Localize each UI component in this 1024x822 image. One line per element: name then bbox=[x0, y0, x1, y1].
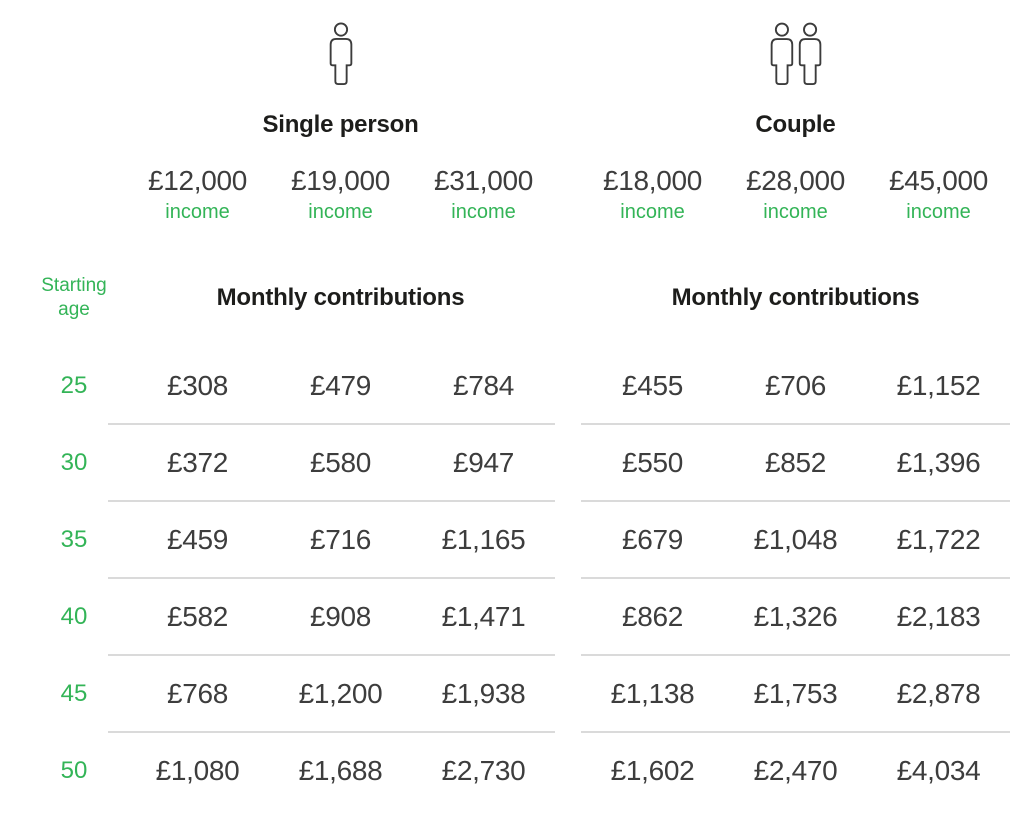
divider-line bbox=[581, 731, 1010, 733]
income-amount: £31,000 bbox=[433, 165, 534, 196]
income-label: income bbox=[165, 201, 230, 223]
couple-icon bbox=[581, 22, 1010, 86]
contribution-value: £1,938 bbox=[441, 677, 526, 709]
income-label: income bbox=[906, 201, 971, 223]
starting-age-value: 25 bbox=[60, 371, 88, 399]
contribution-value: £459 bbox=[166, 523, 229, 555]
group-titles-row: Single person Couple bbox=[22, 86, 1024, 164]
divider-line bbox=[108, 731, 555, 733]
contribution-value: £1,602 bbox=[610, 754, 695, 786]
divider-line bbox=[108, 577, 555, 579]
contribution-value: £372 bbox=[166, 446, 229, 478]
table-row: 35 £459 £716 £1,165 £679 £1,048 £1,722 bbox=[22, 502, 1024, 577]
income-header: £18,000 income bbox=[581, 164, 724, 248]
contribution-value: £862 bbox=[621, 600, 684, 632]
row-divider bbox=[22, 731, 1024, 733]
contribution-value: £1,753 bbox=[753, 677, 838, 709]
contribution-value: £947 bbox=[452, 446, 515, 478]
table-row: 40 £582 £908 £1,471 £862 £1,326 £2,183 bbox=[22, 579, 1024, 654]
income-amount: £28,000 bbox=[745, 165, 846, 196]
contribution-value: £2,183 bbox=[896, 600, 981, 632]
contribution-value: £679 bbox=[621, 523, 684, 555]
contribution-value: £1,396 bbox=[896, 446, 981, 478]
starting-age-value: 45 bbox=[60, 679, 88, 707]
contribution-value: £1,152 bbox=[896, 369, 981, 401]
single-person-title: Single person bbox=[262, 111, 419, 138]
income-label: income bbox=[308, 201, 373, 223]
contribution-value: £308 bbox=[166, 369, 229, 401]
divider-line bbox=[108, 654, 555, 656]
income-header: £31,000 income bbox=[412, 164, 555, 248]
contribution-value: £768 bbox=[166, 677, 229, 709]
contribution-value: £1,165 bbox=[441, 523, 526, 555]
contribution-value: £2,470 bbox=[753, 754, 838, 786]
divider-line bbox=[581, 423, 1010, 425]
table-row: 45 £768 £1,200 £1,938 £1,138 £1,753 £2,8… bbox=[22, 656, 1024, 731]
contribution-value: £582 bbox=[166, 600, 229, 632]
starting-age-header: Starting age bbox=[41, 275, 107, 320]
divider-line bbox=[581, 500, 1010, 502]
starting-age-value: 50 bbox=[60, 756, 88, 784]
contributions-header-row: Starting age Monthly contributions Month… bbox=[22, 248, 1024, 348]
row-divider bbox=[22, 577, 1024, 579]
income-header: £45,000 income bbox=[867, 164, 1010, 248]
income-header: £28,000 income bbox=[724, 164, 867, 248]
income-amount: £19,000 bbox=[290, 165, 391, 196]
contribution-value: £1,688 bbox=[298, 754, 383, 786]
divider-line bbox=[581, 654, 1010, 656]
contribution-value: £1,048 bbox=[753, 523, 838, 555]
starting-age-value: 40 bbox=[60, 602, 88, 630]
contribution-value: £908 bbox=[309, 600, 372, 632]
divider-line bbox=[108, 500, 555, 502]
contribution-value: £580 bbox=[309, 446, 372, 478]
table-row: 25 £308 £479 £784 £455 £706 £1,152 bbox=[22, 348, 1024, 423]
income-label: income bbox=[620, 201, 685, 223]
table-row: 30 £372 £580 £947 £550 £852 £1,396 bbox=[22, 425, 1024, 500]
row-divider bbox=[22, 500, 1024, 502]
starting-age-value: 35 bbox=[60, 525, 88, 553]
contribution-value: £1,326 bbox=[753, 600, 838, 632]
contribution-value: £479 bbox=[309, 369, 372, 401]
contribution-value: £716 bbox=[309, 523, 372, 555]
contribution-value: £1,138 bbox=[610, 677, 695, 709]
contribution-value: £706 bbox=[764, 369, 827, 401]
income-amount: £45,000 bbox=[888, 165, 989, 196]
row-divider bbox=[22, 423, 1024, 425]
income-label: income bbox=[451, 201, 516, 223]
divider-line bbox=[108, 423, 555, 425]
contribution-value: £784 bbox=[452, 369, 515, 401]
contribution-value: £2,878 bbox=[896, 677, 981, 709]
income-label: income bbox=[763, 201, 828, 223]
single-person-icon bbox=[126, 22, 555, 86]
contribution-value: £455 bbox=[621, 369, 684, 401]
contribution-value: £4,034 bbox=[896, 754, 981, 786]
income-header: £19,000 income bbox=[269, 164, 412, 248]
contribution-value: £852 bbox=[764, 446, 827, 478]
couple-contributions-label: Monthly contributions bbox=[671, 284, 920, 311]
contribution-value: £1,080 bbox=[155, 754, 240, 786]
income-amount: £12,000 bbox=[147, 165, 248, 196]
contribution-value: £1,471 bbox=[441, 600, 526, 632]
income-headers-row: £12,000 income £19,000 income £31,000 in… bbox=[22, 164, 1024, 248]
income-amount: £18,000 bbox=[602, 165, 703, 196]
contribution-value: £550 bbox=[621, 446, 684, 478]
row-divider bbox=[22, 654, 1024, 656]
income-header: £12,000 income bbox=[126, 164, 269, 248]
contribution-value: £1,722 bbox=[896, 523, 981, 555]
couple-title: Couple bbox=[755, 111, 836, 138]
divider-line bbox=[581, 577, 1010, 579]
contribution-value: £2,730 bbox=[441, 754, 526, 786]
single-contributions-label: Monthly contributions bbox=[216, 284, 465, 311]
table-row: 50 £1,080 £1,688 £2,730 £1,602 £2,470 £4… bbox=[22, 733, 1024, 808]
contribution-value: £1,200 bbox=[298, 677, 383, 709]
starting-age-value: 30 bbox=[60, 448, 88, 476]
icons-row bbox=[22, 22, 1024, 86]
